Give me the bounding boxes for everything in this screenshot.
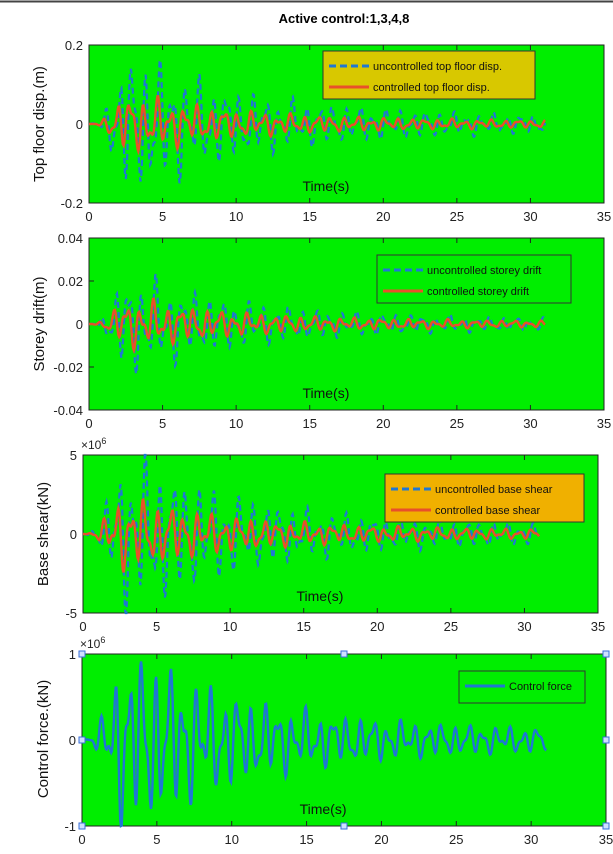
x-tick-label: 20 [376,209,390,224]
x-axis-label: Time(s) [296,588,343,604]
x-tick-label: 15 [296,619,310,634]
x-tick-label: 25 [444,619,458,634]
x-tick-label: 15 [299,832,313,847]
x-tick-label: 35 [597,416,611,431]
selection-handle[interactable] [602,650,610,658]
x-tick-label: 5 [159,416,166,431]
x-axis-label: Time(s) [300,801,347,817]
y-axis-label: Base shear(kN) [35,482,52,586]
x-tick-label: 5 [153,832,160,847]
series-line-2 [89,95,546,156]
x-axis-label: Time(s) [302,385,349,401]
x-tick-label: 30 [523,209,537,224]
x-tick-label: 0 [85,416,92,431]
selection-handle[interactable] [602,822,610,830]
figure-title: Active control:1,3,4,8 [279,11,410,26]
x-tick-label: 35 [591,619,605,634]
x-tick-label: 20 [374,832,388,847]
selection-handle[interactable] [602,736,610,744]
y-tick-label: -0.04 [53,403,83,418]
x-tick-label: 0 [79,619,86,634]
legend-entry: controlled top floor disp. [373,82,490,94]
exponent-label: ×106 [80,635,105,651]
x-tick-label: 20 [376,416,390,431]
y-tick-label: 0 [76,317,83,332]
x-tick-label: 30 [517,619,531,634]
selection-handle[interactable] [78,736,86,744]
x-tick-label: 10 [223,619,237,634]
legend-entry: uncontrolled base shear [435,484,553,496]
legend-entry: controlled base shear [435,505,541,517]
legend-entry: controlled storey drift [427,286,529,298]
legend-box [384,473,585,523]
y-tick-label: -0.2 [61,196,83,211]
x-tick-label: 35 [599,832,613,847]
exponent-label: ×106 [81,436,106,452]
y-tick-label: 5 [70,448,77,463]
x-tick-label: 25 [449,832,463,847]
legend-entry: uncontrolled top floor disp. [373,61,502,73]
selection-handle[interactable] [340,650,348,658]
legend-entry: Control force [509,681,572,693]
x-tick-label: 10 [224,832,238,847]
legend: uncontrolled top floor disp. controlled t… [322,50,536,100]
selection-handle[interactable] [340,822,348,830]
legend-box [376,254,572,304]
x-tick-label: 0 [85,209,92,224]
x-tick-label: 20 [370,619,384,634]
y-tick-label: 0 [76,117,83,132]
legend: uncontrolled base shear controlled base s… [384,473,585,523]
legend-box [322,50,536,100]
x-tick-label: 10 [229,416,243,431]
y-axis-label: Control force.(kN) [35,680,52,798]
x-tick-label: 5 [153,619,160,634]
series-line-1 [89,59,547,184]
y-axis-label: Storey drift(m) [31,276,48,371]
x-tick-label: 35 [597,209,611,224]
selection-handle[interactable] [78,822,86,830]
x-tick-label: 10 [229,209,243,224]
selection-handle[interactable] [78,650,86,658]
legend: Control force [458,670,586,704]
x-axis-label: Time(s) [302,178,349,194]
y-tick-label: -0.02 [53,360,83,375]
y-tick-label: 0.2 [65,38,83,53]
y-tick-label: 1 [69,647,76,662]
x-tick-label: 25 [450,416,464,431]
chart-panel-2: 0 5 10 15 20 25 30 35 -0.04 -0.02 0 0.02 0.04 Storey … [31,231,611,431]
x-tick-label: 5 [159,209,166,224]
y-axis-label: Top floor disp.(m) [31,66,48,182]
y-tick-label: 0.02 [58,274,83,289]
x-tick-label: 25 [450,209,464,224]
legend: uncontrolled storey drift controlled stor… [376,254,572,304]
x-tick-label: 15 [302,416,316,431]
y-tick-label: -1 [64,819,76,834]
y-tick-label: -5 [65,606,77,621]
series-line-2 [83,497,541,573]
y-tick-label: 0 [69,733,76,748]
y-tick-label: 0.04 [58,231,83,246]
y-tick-label: 0 [70,527,77,542]
x-tick-label: 15 [302,209,316,224]
x-tick-label: 0 [78,832,85,847]
x-tick-label: 30 [524,832,538,847]
x-tick-label: 30 [523,416,537,431]
series-line-2 [89,297,546,355]
legend-entry: uncontrolled storey drift [427,265,541,277]
series-line-1 [82,661,548,828]
